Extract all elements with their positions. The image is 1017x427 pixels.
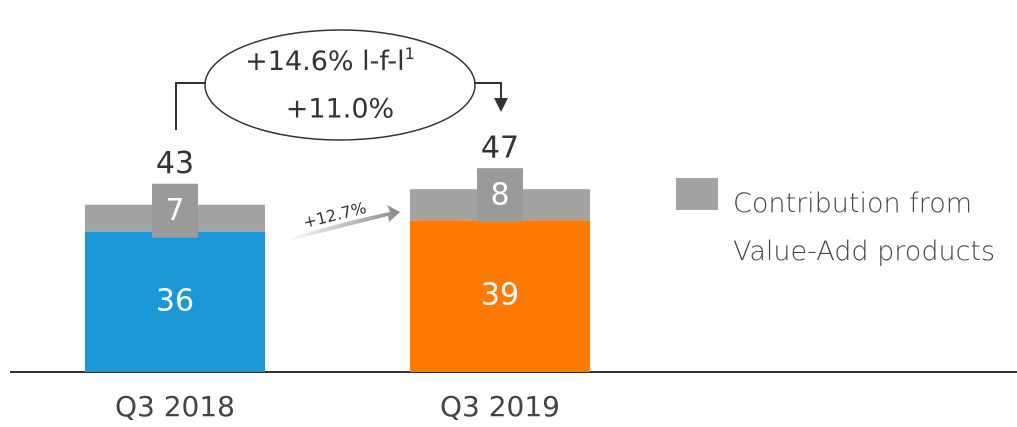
label-box bbox=[152, 183, 198, 238]
base-label: 39 bbox=[481, 278, 519, 313]
x-tick-label: Q3 2018 bbox=[115, 390, 235, 423]
total-label: 47 bbox=[481, 131, 519, 166]
growth-lfl-text: +14.6% l-f-l bbox=[245, 46, 405, 77]
bar-base bbox=[410, 220, 590, 372]
legend-swatch bbox=[676, 178, 718, 210]
growth-lfl: +14.6% l-f-l1 bbox=[245, 44, 415, 77]
x-tick-label: Q3 2019 bbox=[440, 390, 560, 423]
base-label: 36 bbox=[156, 283, 194, 318]
growth: +11.0% bbox=[286, 94, 394, 125]
value-add-label: 7 bbox=[165, 193, 184, 228]
total-label: 43 bbox=[156, 146, 194, 181]
label-box bbox=[477, 168, 523, 223]
growth-ellipse bbox=[204, 29, 476, 141]
bracket-right bbox=[474, 82, 502, 100]
arrow-head bbox=[494, 98, 508, 112]
value-add-label: 8 bbox=[490, 178, 509, 213]
bracket-left bbox=[175, 82, 206, 130]
growth-arrow bbox=[285, 205, 400, 242]
legend-label: Contribution from Value-Add products bbox=[733, 188, 996, 267]
bar-base bbox=[85, 231, 265, 372]
footnote-mark: 1 bbox=[405, 44, 415, 63]
